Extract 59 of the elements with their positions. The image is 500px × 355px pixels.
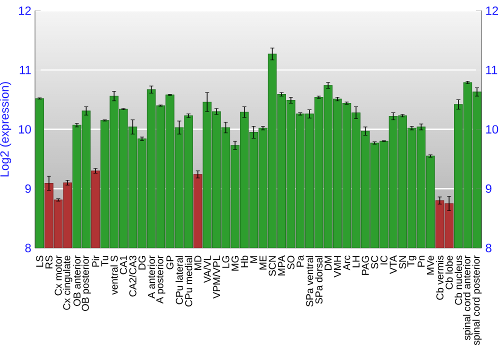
x-tick-label: Cb nucleus (454, 255, 462, 305)
y-tick-label: 8 (25, 244, 31, 252)
x-tick-label: Cb vermis (436, 255, 444, 300)
x-tick-label: DM (324, 256, 332, 270)
y-tick-label: 11 (20, 66, 31, 74)
y2-tick-label: 10 (486, 124, 498, 134)
y-tick-label: 9 (25, 184, 31, 193)
x-tick-label: SCN (268, 256, 276, 276)
x-tick-label: SC (371, 256, 378, 269)
x-tick-label: OB anterior (73, 255, 81, 306)
x-tick-label: SO (287, 256, 294, 270)
x-tick-label: RS (45, 256, 53, 268)
x-tick-label: PAG (362, 256, 369, 275)
x-tick-label: MPA (278, 255, 286, 276)
x-tick-label: CA2/CA3 (129, 256, 136, 296)
x-tick-label: SPa ventral (306, 256, 314, 306)
x-tick-label: A anterior (148, 255, 155, 298)
x-tick-label: LS (36, 256, 44, 267)
y-tick-label: 10 (18, 124, 31, 134)
x-tick-label: spinal cord anterior (463, 255, 472, 340)
x-tick-label: Pn (418, 256, 425, 267)
x-tick-label: MG (232, 256, 239, 270)
x-tick-label: DG (138, 256, 146, 270)
x-tick-label: VA/VL (203, 255, 211, 283)
y2-tick-label: 9 (486, 184, 492, 193)
x-tick-label: M (250, 256, 258, 263)
x-tick-label: MVe (426, 256, 434, 274)
y-axis-title: Log2 (expression) (0, 82, 12, 176)
x-tick-label: VMH (334, 256, 341, 278)
x-tick-label: A posterior (156, 255, 166, 304)
x-tick-label: LG (222, 256, 230, 268)
x-tick-label: Tg (407, 256, 416, 267)
x-tick-label: SPa dorsal (315, 256, 322, 304)
x-tick-label: OB posterior (82, 255, 91, 311)
x-tick-label: Pir (92, 255, 100, 267)
x-tick-label: Hb (240, 256, 248, 268)
x-tick-label: Arc (343, 255, 350, 270)
x-tick-label: Cx cingulate (62, 256, 72, 310)
x-tick-label: CPu medial (184, 256, 192, 306)
x-tick-label: SN (399, 256, 406, 269)
x-tick-label: CPu lateral (176, 256, 183, 304)
x-tick-label: spinal cord posterior (472, 255, 482, 345)
y2-tick-label: 8 (486, 244, 492, 252)
x-tick-label: GP (166, 256, 174, 270)
x-tick-label: IC (380, 256, 388, 264)
x-tick-label: LH (352, 256, 360, 268)
x-tick-label: Tu (101, 256, 108, 266)
y2-tick-label: 11 (486, 66, 498, 74)
x-tick-label: MD (194, 256, 202, 270)
x-tick-label: Pa (296, 255, 304, 267)
y-tick-label: 12 (18, 6, 31, 15)
x-tick-label: VTA (390, 255, 397, 274)
x-tick-label: Cb lobe (445, 256, 453, 290)
x-tick-label: CA1 (120, 256, 127, 274)
x-tick-label: ventral S (110, 256, 118, 295)
x-tick-label: ME (260, 256, 266, 270)
x-tick-label: VPM/VPL (212, 255, 220, 298)
x-tick-label: Cx motor (54, 255, 62, 296)
y2-tick-label: 12 (486, 6, 498, 15)
